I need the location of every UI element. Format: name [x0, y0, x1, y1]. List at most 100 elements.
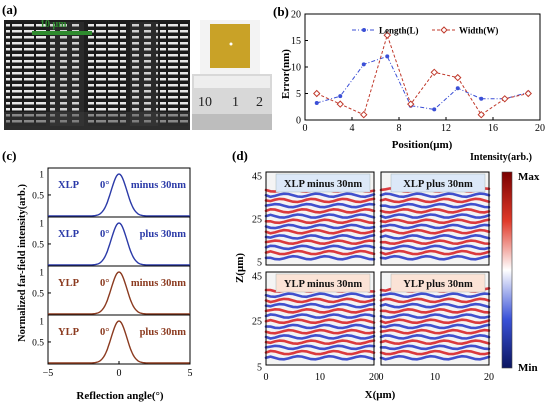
- intensity-band-high: [379, 197, 491, 204]
- data-point: [524, 89, 532, 98]
- intensity-band-low: [264, 292, 376, 299]
- data-point: [501, 95, 509, 103]
- series-line: [316, 33, 529, 116]
- x-tick-label: 20: [484, 372, 494, 383]
- data-point: [432, 107, 437, 112]
- chart-b-xlabel: Position(μm): [392, 139, 453, 151]
- intensity-band-low: [264, 192, 376, 199]
- x-tick-label: 20: [535, 123, 545, 134]
- chip-photo: [200, 20, 260, 80]
- intensity-band-high: [264, 249, 376, 256]
- y-tick-label: 1: [39, 269, 44, 279]
- data-point: [360, 110, 368, 119]
- y-tick-label: 5: [296, 89, 301, 100]
- intensity-band-high: [264, 297, 376, 304]
- subplot-frame: [47, 216, 191, 267]
- colorbar-title: Intensity(arb.): [470, 152, 532, 163]
- map-label-box: [275, 273, 371, 293]
- intensity-band-high: [264, 207, 376, 214]
- intensity-band-high: [379, 207, 491, 214]
- intensity-band-high: [264, 328, 376, 335]
- intensity-band-low: [264, 223, 376, 230]
- scale-bar-label: 10 μm: [40, 19, 67, 30]
- intensity-band-low: [379, 333, 491, 340]
- polarization-label: YLP: [58, 327, 80, 338]
- intensity-band-high: [379, 349, 491, 356]
- chart-d-ylabel: Z(μm): [234, 253, 246, 283]
- y-tick-label: 0: [296, 116, 301, 127]
- error-chart: 0 4 8 12 16 20 0 5 10 15 20 Length(L) Width(W): [291, 10, 545, 135]
- offset-label: minus 30nm: [131, 180, 186, 191]
- intensity-band-low: [264, 202, 376, 209]
- intensity-band-low: [379, 213, 491, 219]
- data-point: [338, 94, 343, 99]
- scale-bar: [32, 31, 92, 35]
- legend-marker: [362, 28, 366, 32]
- peak-curve: [48, 173, 190, 217]
- y-tick-label: 10: [291, 63, 301, 74]
- y-tick-label: 5: [257, 258, 262, 269]
- data-point: [430, 68, 438, 77]
- intensity-band-low: [264, 213, 376, 219]
- map-label: XLP minus 30nm: [284, 179, 362, 190]
- intensity-band-high: [264, 349, 376, 356]
- intensity-band-low: [264, 254, 376, 261]
- x-tick-label: 4: [350, 123, 355, 134]
- intensity-band-low: [264, 244, 376, 251]
- subplot-frame: [47, 265, 191, 316]
- intensity-band-low: [379, 202, 491, 209]
- intensity-band-low: [379, 223, 491, 230]
- angle-label: 0°: [100, 278, 109, 289]
- legend-label: Width(W): [459, 26, 498, 36]
- intensity-band-low: [264, 333, 376, 340]
- map-label: YLP plus 30nm: [403, 279, 473, 290]
- x-tick-label: 12: [441, 123, 451, 134]
- intensity-band-low: [379, 244, 491, 251]
- series-line: [316, 55, 529, 110]
- y-tick-label: 25: [252, 215, 262, 226]
- intensity-band-low: [379, 354, 491, 361]
- x-tick-label: 16: [488, 123, 498, 134]
- map-frame: [380, 271, 490, 366]
- intensity-band-high: [264, 307, 376, 314]
- intensity-band-low: [264, 233, 376, 240]
- chart-c-ylabel: Normalized far-field intensity(arb.): [17, 184, 28, 342]
- map-label-box: [390, 273, 486, 293]
- data-point: [383, 31, 391, 39]
- data-point: [479, 96, 484, 101]
- intensity-band-low: [264, 313, 376, 319]
- colorbar-max-label: Max: [518, 171, 540, 183]
- x-tick-label: 0: [379, 372, 384, 383]
- intensity-band-low: [379, 323, 491, 330]
- peak-curve: [48, 320, 190, 364]
- angle-label: 0°: [100, 327, 109, 338]
- chart-c-xlabel: Reflection angle(°): [76, 390, 164, 402]
- intensity-band-high: [379, 318, 491, 325]
- ruler-photo: 10 1 2: [192, 74, 272, 130]
- panel-c-label: (c): [2, 148, 16, 163]
- intensity-band-high: [264, 228, 376, 235]
- polarization-label: YLP: [58, 278, 80, 289]
- data-point: [385, 54, 390, 59]
- x-tick-label: 5: [188, 368, 193, 379]
- intensity-band-low: [379, 192, 491, 199]
- data-point: [407, 100, 415, 108]
- intensity-band-low: [264, 323, 376, 330]
- intensity-band-low: [264, 354, 376, 361]
- x-tick-label: −5: [43, 368, 54, 379]
- intensity-maps: XLP minus 30nm XLP plus 30nm YLP minus 30n…: [252, 171, 494, 383]
- legend-marker: [440, 26, 448, 34]
- intensity-band-low: [379, 233, 491, 240]
- intensity-band-high: [379, 339, 491, 346]
- data-point: [454, 73, 462, 82]
- intensity-band-low: [379, 302, 491, 309]
- x-tick-label: 0: [303, 123, 308, 134]
- map-frame: [265, 271, 375, 366]
- y-tick-label: 1: [39, 171, 44, 181]
- intensity-band-high: [379, 239, 491, 246]
- x-tick-label: 20: [369, 372, 379, 383]
- intensity-band-high: [264, 339, 376, 346]
- x-tick-label: 10: [315, 372, 325, 383]
- data-point: [455, 86, 460, 91]
- subplot-frame: [47, 167, 191, 218]
